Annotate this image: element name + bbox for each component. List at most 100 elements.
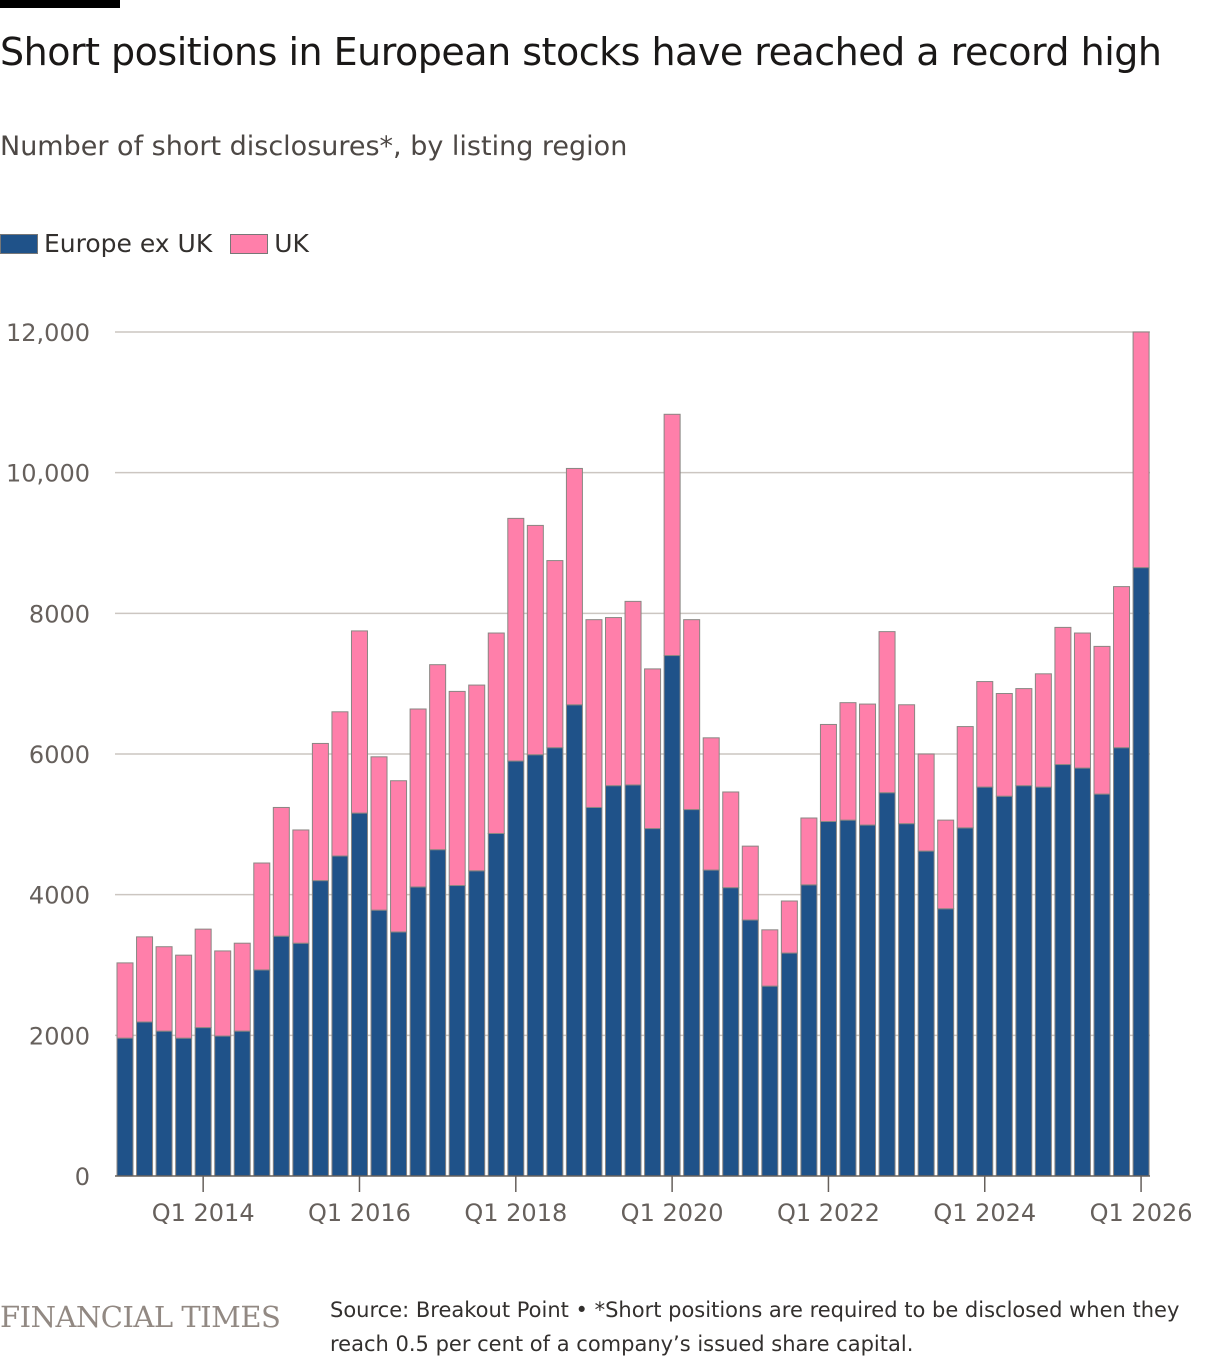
bar-uk (839, 702, 857, 821)
bar-uk (995, 693, 1013, 797)
bar-uk (1034, 673, 1052, 788)
bar-uk (292, 829, 310, 944)
bar-uk (136, 936, 154, 1023)
bar-uk (116, 962, 134, 1039)
bar-europe-ex-uk (663, 655, 681, 1177)
bar-europe-ex-uk (370, 909, 388, 1177)
bar-uk (1015, 688, 1033, 787)
bar-uk (1093, 645, 1111, 795)
legend-label-uk: UK (274, 229, 309, 258)
y-tick-label: 4000 (29, 882, 90, 910)
x-tick-label: Q1 2020 (621, 1199, 724, 1227)
bar-uk (546, 560, 564, 749)
bar-uk (1113, 586, 1131, 749)
bar-europe-ex-uk (898, 823, 916, 1177)
bar-uk (761, 929, 779, 987)
bar-europe-ex-uk (350, 812, 368, 1177)
y-tick-label: 8000 (29, 600, 90, 628)
bar-europe-ex-uk (487, 832, 505, 1177)
bar-uk (233, 942, 251, 1032)
bar-uk (214, 950, 232, 1037)
bar-europe-ex-uk (800, 884, 818, 1177)
chart-title: Short positions in European stocks have … (0, 30, 1162, 74)
bar-europe-ex-uk (1054, 764, 1072, 1177)
bar-europe-ex-uk (780, 952, 798, 1177)
x-tick-label: Q1 2024 (933, 1199, 1036, 1227)
bar-uk (155, 946, 173, 1032)
bar-uk (605, 617, 622, 787)
chart-subtitle: Number of short disclosures*, by listing… (0, 131, 628, 162)
bar-europe-ex-uk (1034, 786, 1052, 1177)
bar-europe-ex-uk (878, 792, 896, 1177)
bar-uk (1054, 626, 1072, 766)
bar-europe-ex-uk (390, 931, 408, 1177)
x-tick-label: Q1 2022 (777, 1199, 880, 1227)
bar-uk (409, 708, 427, 888)
bar-uk (937, 819, 955, 910)
bar-europe-ex-uk (917, 850, 935, 1177)
bar-uk (194, 928, 212, 1029)
bar-uk (272, 806, 290, 937)
bar-uk (390, 780, 408, 933)
bar-europe-ex-uk (1093, 793, 1111, 1177)
bar-europe-ex-uk (526, 754, 544, 1177)
legend-swatch-uk (230, 233, 269, 254)
bar-europe-ex-uk (507, 760, 525, 1177)
bar-uk (331, 711, 349, 857)
bar-europe-ex-uk (683, 809, 701, 1177)
bar-europe-ex-uk (644, 828, 662, 1177)
bar-europe-ex-uk (995, 795, 1013, 1177)
bar-uk (487, 632, 505, 834)
bar-europe-ex-uk (859, 824, 877, 1177)
bar-uk (468, 684, 486, 872)
bar-uk (859, 703, 877, 826)
bar-europe-ex-uk (976, 786, 994, 1177)
x-tick-label: Q1 2016 (308, 1199, 411, 1227)
bar-uk (585, 619, 603, 808)
bar-europe-ex-uk (292, 942, 310, 1177)
bar-europe-ex-uk (565, 704, 583, 1177)
bar-europe-ex-uk (1073, 767, 1091, 1177)
y-tick-label: 0 (75, 1163, 90, 1191)
x-tick-label: Q1 2026 (1090, 1199, 1193, 1227)
source-note: Source: Breakout Point • *Short position… (330, 1298, 1180, 1356)
bar-europe-ex-uk (194, 1027, 212, 1177)
bar-uk (253, 862, 271, 971)
bar-uk (429, 664, 447, 851)
legend-swatch-europe (0, 233, 38, 254)
bar-uk (683, 619, 701, 811)
bar-europe-ex-uk (741, 919, 759, 1177)
bar-uk (800, 817, 818, 886)
legend-item-europe: Europe ex UK (0, 229, 212, 258)
bar-uk (898, 704, 916, 825)
bar-europe-ex-uk (272, 935, 290, 1177)
bar-europe-ex-uk (1015, 785, 1033, 1177)
bar-europe-ex-uk (409, 886, 427, 1177)
top-accent-bar (0, 0, 120, 8)
bar-uk (780, 900, 798, 954)
bar-uk (878, 631, 896, 794)
bar-europe-ex-uk (761, 985, 779, 1177)
bar-europe-ex-uk (311, 880, 329, 1177)
ft-logo: FINANCIAL TIMES (0, 1300, 281, 1334)
bar-europe-ex-uk (546, 747, 564, 1177)
bar-europe-ex-uk (605, 785, 622, 1177)
x-tick-label: Q1 2014 (152, 1199, 255, 1227)
bar-europe-ex-uk (233, 1030, 251, 1177)
bar-europe-ex-uk (937, 908, 955, 1177)
bar-uk (370, 756, 388, 911)
bar-uk (663, 413, 681, 657)
bar-uk (565, 467, 583, 706)
bar-europe-ex-uk (448, 885, 466, 1177)
bar-uk (175, 954, 193, 1039)
bar-europe-ex-uk (253, 969, 271, 1177)
bar-europe-ex-uk (136, 1021, 154, 1177)
bar-uk (624, 600, 642, 786)
bar-uk (917, 753, 935, 852)
legend-label-europe: Europe ex UK (44, 229, 213, 258)
bar-europe-ex-uk (839, 819, 857, 1177)
legend: Europe ex UK UK (0, 229, 327, 258)
bar-europe-ex-uk (175, 1037, 193, 1177)
bar-uk (1073, 632, 1091, 769)
